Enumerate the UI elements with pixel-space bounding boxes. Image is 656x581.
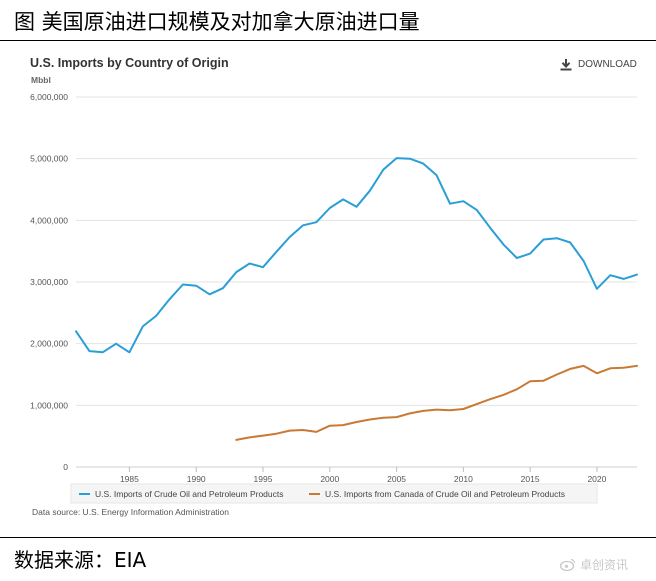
- download-icon: [560, 59, 572, 71]
- x-tick-label: 2000: [320, 474, 339, 484]
- legend-label: U.S. Imports from Canada of Crude Oil an…: [325, 489, 565, 499]
- y-tick-label: 3,000,000: [30, 277, 68, 287]
- x-tick-label: 2005: [387, 474, 406, 484]
- series-line-2: [235, 364, 638, 441]
- watermark-text: 卓创资讯: [580, 558, 629, 572]
- x-tick-label: 2010: [454, 474, 473, 484]
- y-axis-unit-label: Mbbl: [31, 75, 51, 85]
- x-tick-label: 1985: [120, 474, 139, 484]
- y-tick-label: 1,000,000: [30, 400, 68, 410]
- download-button[interactable]: DOWNLOAD: [560, 58, 637, 71]
- y-tick-label: 5,000,000: [30, 154, 68, 164]
- download-label: DOWNLOAD: [578, 59, 637, 70]
- figure-title: 图 美国原油进口规模及对加拿大原油进口量: [14, 10, 420, 34]
- x-tick-label: 1995: [254, 474, 273, 484]
- series-line-1: [75, 157, 638, 354]
- data-source-label: 数据来源：EIA: [14, 548, 147, 572]
- watermark: 卓创资讯: [560, 556, 628, 573]
- weibo-icon: [560, 558, 576, 571]
- x-tick-label: 2020: [587, 474, 606, 484]
- y-tick-label: 2,000,000: [30, 339, 68, 349]
- y-tick-label: 4,000,000: [30, 215, 68, 225]
- chart-title: U.S. Imports by Country of Origin: [30, 56, 229, 70]
- x-tick-label: 2015: [521, 474, 540, 484]
- legend-label: U.S. Imports of Crude Oil and Petroleum …: [95, 489, 284, 499]
- top-rule: [0, 40, 656, 41]
- bottom-rule: [0, 537, 656, 538]
- x-tick-label: 1990: [187, 474, 206, 484]
- source-note: Data source: U.S. Energy Information Adm…: [32, 507, 230, 517]
- legend-box: [70, 483, 598, 504]
- y-tick-label: 6,000,000: [30, 92, 68, 102]
- y-tick-label: 0: [63, 462, 68, 472]
